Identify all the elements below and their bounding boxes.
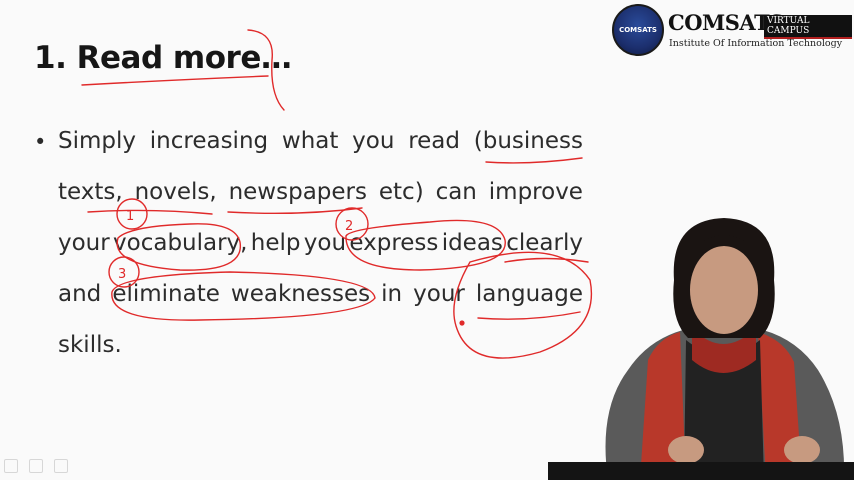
word: you bbox=[303, 230, 347, 256]
annotation-number-1: 1 bbox=[126, 209, 134, 224]
word: skills. bbox=[58, 332, 122, 358]
word: help bbox=[250, 230, 301, 256]
word: your bbox=[58, 230, 110, 256]
word: what bbox=[281, 128, 339, 154]
pen-tool-icon[interactable] bbox=[4, 459, 18, 473]
pen-dot bbox=[459, 320, 465, 326]
word: weaknesses bbox=[230, 281, 371, 307]
presenter-image bbox=[605, 218, 845, 480]
word: read bbox=[408, 128, 460, 154]
bullet-point-icon: • bbox=[34, 130, 47, 154]
text-line-1: Simply increasing what you read (busines… bbox=[58, 128, 583, 158]
annotation-number-3: 3 bbox=[118, 267, 126, 282]
menu-icon[interactable] bbox=[54, 459, 69, 473]
word: vocabulary, bbox=[113, 230, 248, 256]
word: can bbox=[435, 179, 477, 205]
eraser-tool-icon[interactable] bbox=[29, 459, 44, 473]
word: etc) bbox=[378, 179, 424, 205]
word: language bbox=[475, 281, 583, 307]
text-line-2: texts, novels, newspapers etc) can impro… bbox=[58, 179, 583, 209]
text-line-3: your vocabulary, help you express ideas … bbox=[58, 230, 583, 260]
video-toolbar[interactable] bbox=[4, 458, 84, 476]
text-line-5: skills. bbox=[58, 332, 583, 362]
text-line-4: and eliminate weaknesses in your languag… bbox=[58, 281, 583, 311]
word: (business bbox=[473, 128, 583, 154]
word: you bbox=[352, 128, 395, 154]
word: novels, bbox=[134, 179, 217, 205]
comsats-seal-icon: COMSATS bbox=[612, 4, 664, 56]
business-underline bbox=[485, 157, 583, 164]
word: improve bbox=[488, 179, 583, 205]
word: ideas bbox=[441, 230, 503, 256]
word: express bbox=[349, 230, 439, 256]
word: texts, bbox=[58, 179, 123, 205]
texts-underline bbox=[87, 209, 213, 215]
presenter-desk bbox=[548, 462, 854, 480]
language-underline bbox=[477, 311, 581, 320]
word: in bbox=[381, 281, 403, 307]
word: clearly bbox=[506, 230, 583, 256]
logo-subtitle: Institute Of Information Technology bbox=[669, 38, 843, 49]
word: and bbox=[58, 281, 102, 307]
title-underline bbox=[81, 75, 269, 86]
word: eliminate bbox=[112, 281, 220, 307]
word: your bbox=[413, 281, 465, 307]
word: Simply bbox=[58, 128, 136, 154]
word: increasing bbox=[149, 128, 269, 154]
virtual-campus-badge: VIRTUAL CAMPUS bbox=[764, 15, 852, 39]
slide-title: 1. Read more… bbox=[34, 40, 292, 76]
comsats-logo: COMSATS COMSATS VIRTUAL CAMPUS Institute… bbox=[612, 4, 852, 56]
word: newspapers bbox=[228, 179, 367, 205]
